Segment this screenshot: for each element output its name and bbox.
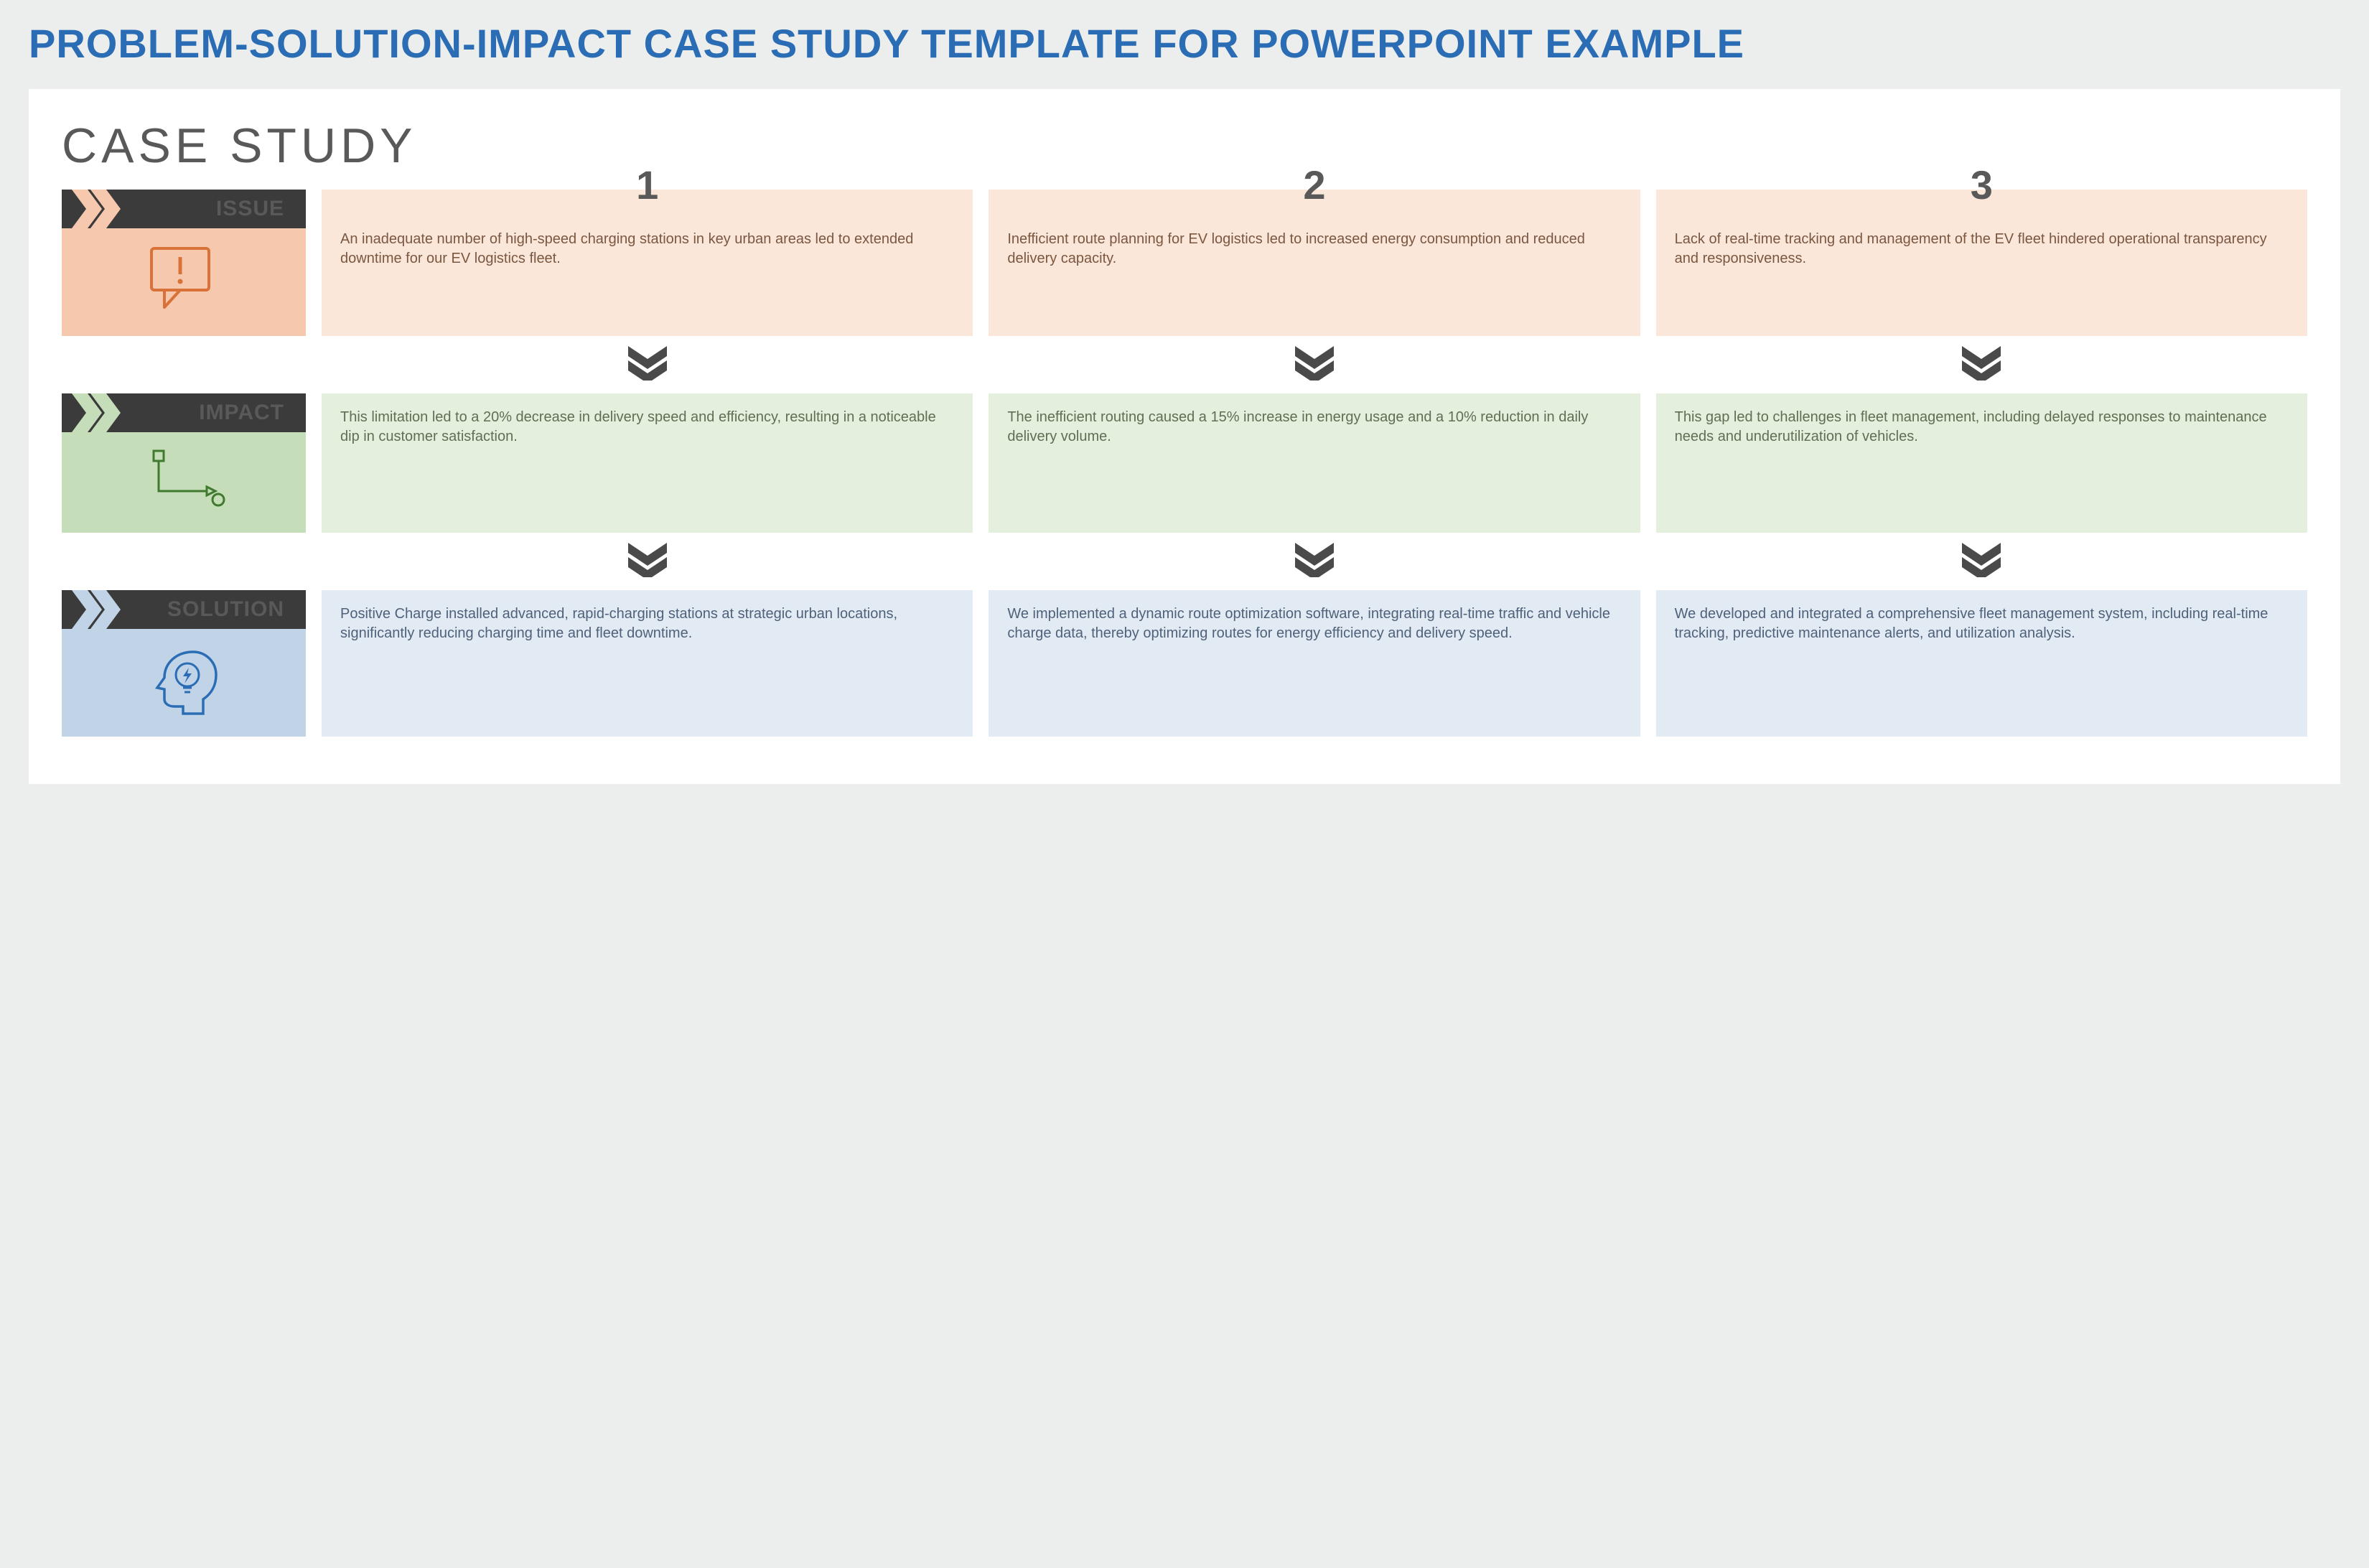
issue-number-1: 1	[322, 158, 973, 213]
slide-container: CASE STUDY ISSUE	[29, 89, 2340, 784]
impact-label-text: IMPACT	[199, 401, 284, 425]
issue-icon-area	[62, 228, 306, 336]
issue-card-1: 1 An inadequate number of high-speed cha…	[322, 190, 973, 336]
issue-text-1: An inadequate number of high-speed charg…	[340, 231, 913, 266]
issue-number-2: 2	[989, 158, 1640, 213]
down-arrow-1	[322, 346, 973, 381]
issue-card-3: 3 Lack of real-time tracking and managem…	[1656, 190, 2307, 336]
issue-card-2: 2 Inefficient route planning for EV logi…	[989, 190, 1640, 336]
impact-card-3: This gap led to challenges in fleet mana…	[1656, 393, 2307, 533]
solution-card-2: We implemented a dynamic route optimizat…	[989, 590, 1640, 737]
impact-label-stripe: IMPACT	[62, 393, 306, 432]
impact-card-2: The inefficient routing caused a 15% inc…	[989, 393, 1640, 533]
speech-exclaim-icon	[144, 243, 223, 314]
solution-card-1: Positive Charge installed advanced, rapi…	[322, 590, 973, 737]
chevron-right-icon	[72, 190, 129, 228]
arrow-row-2	[62, 543, 2307, 577]
issue-label-stripe: ISSUE	[62, 190, 306, 228]
solution-text-3: We developed and integrated a comprehens…	[1675, 606, 2268, 641]
solution-text-2: We implemented a dynamic route optimizat…	[1007, 606, 1610, 641]
section-issue: ISSUE 1 An inadequate number of high-spe…	[62, 190, 2307, 336]
solution-card-3: We developed and integrated a comprehens…	[1656, 590, 2307, 737]
impact-label-card: IMPACT	[62, 393, 306, 533]
impact-text-2: The inefficient routing caused a 15% inc…	[1007, 409, 1588, 444]
chevron-right-icon	[72, 393, 129, 432]
down-arrow-2	[989, 346, 1640, 381]
issue-number-3: 3	[1656, 158, 2307, 213]
down-arrow-5	[989, 543, 1640, 577]
impact-text-1: This limitation led to a 20% decrease in…	[340, 409, 936, 444]
solution-icon-area	[62, 629, 306, 737]
flow-arrow-icon	[141, 447, 227, 511]
down-arrow-6	[1656, 543, 2307, 577]
section-impact: IMPACT This limitation led to a 20% decr…	[62, 393, 2307, 533]
down-arrow-3	[1656, 346, 2307, 381]
arrow-row-1	[62, 346, 2307, 381]
solution-label-text: SOLUTION	[167, 597, 284, 622]
solution-text-1: Positive Charge installed advanced, rapi…	[340, 606, 897, 641]
section-solution: SOLUTION Positive Charge installed advan…	[62, 590, 2307, 737]
impact-card-1: This limitation led to a 20% decrease in…	[322, 393, 973, 533]
solution-label-card: SOLUTION	[62, 590, 306, 737]
page-title: PROBLEM-SOLUTION-IMPACT CASE STUDY TEMPL…	[29, 22, 2340, 66]
issue-label-card: ISSUE	[62, 190, 306, 336]
issue-text-3: Lack of real-time tracking and managemen…	[1675, 231, 2267, 266]
head-bulb-icon	[144, 643, 223, 715]
impact-icon-area	[62, 432, 306, 533]
solution-label-stripe: SOLUTION	[62, 590, 306, 629]
impact-text-3: This gap led to challenges in fleet mana…	[1675, 409, 2267, 444]
down-arrow-4	[322, 543, 973, 577]
issue-label-text: ISSUE	[216, 197, 284, 221]
chevron-right-icon	[72, 590, 129, 629]
issue-text-2: Inefficient route planning for EV logist…	[1007, 231, 1585, 266]
